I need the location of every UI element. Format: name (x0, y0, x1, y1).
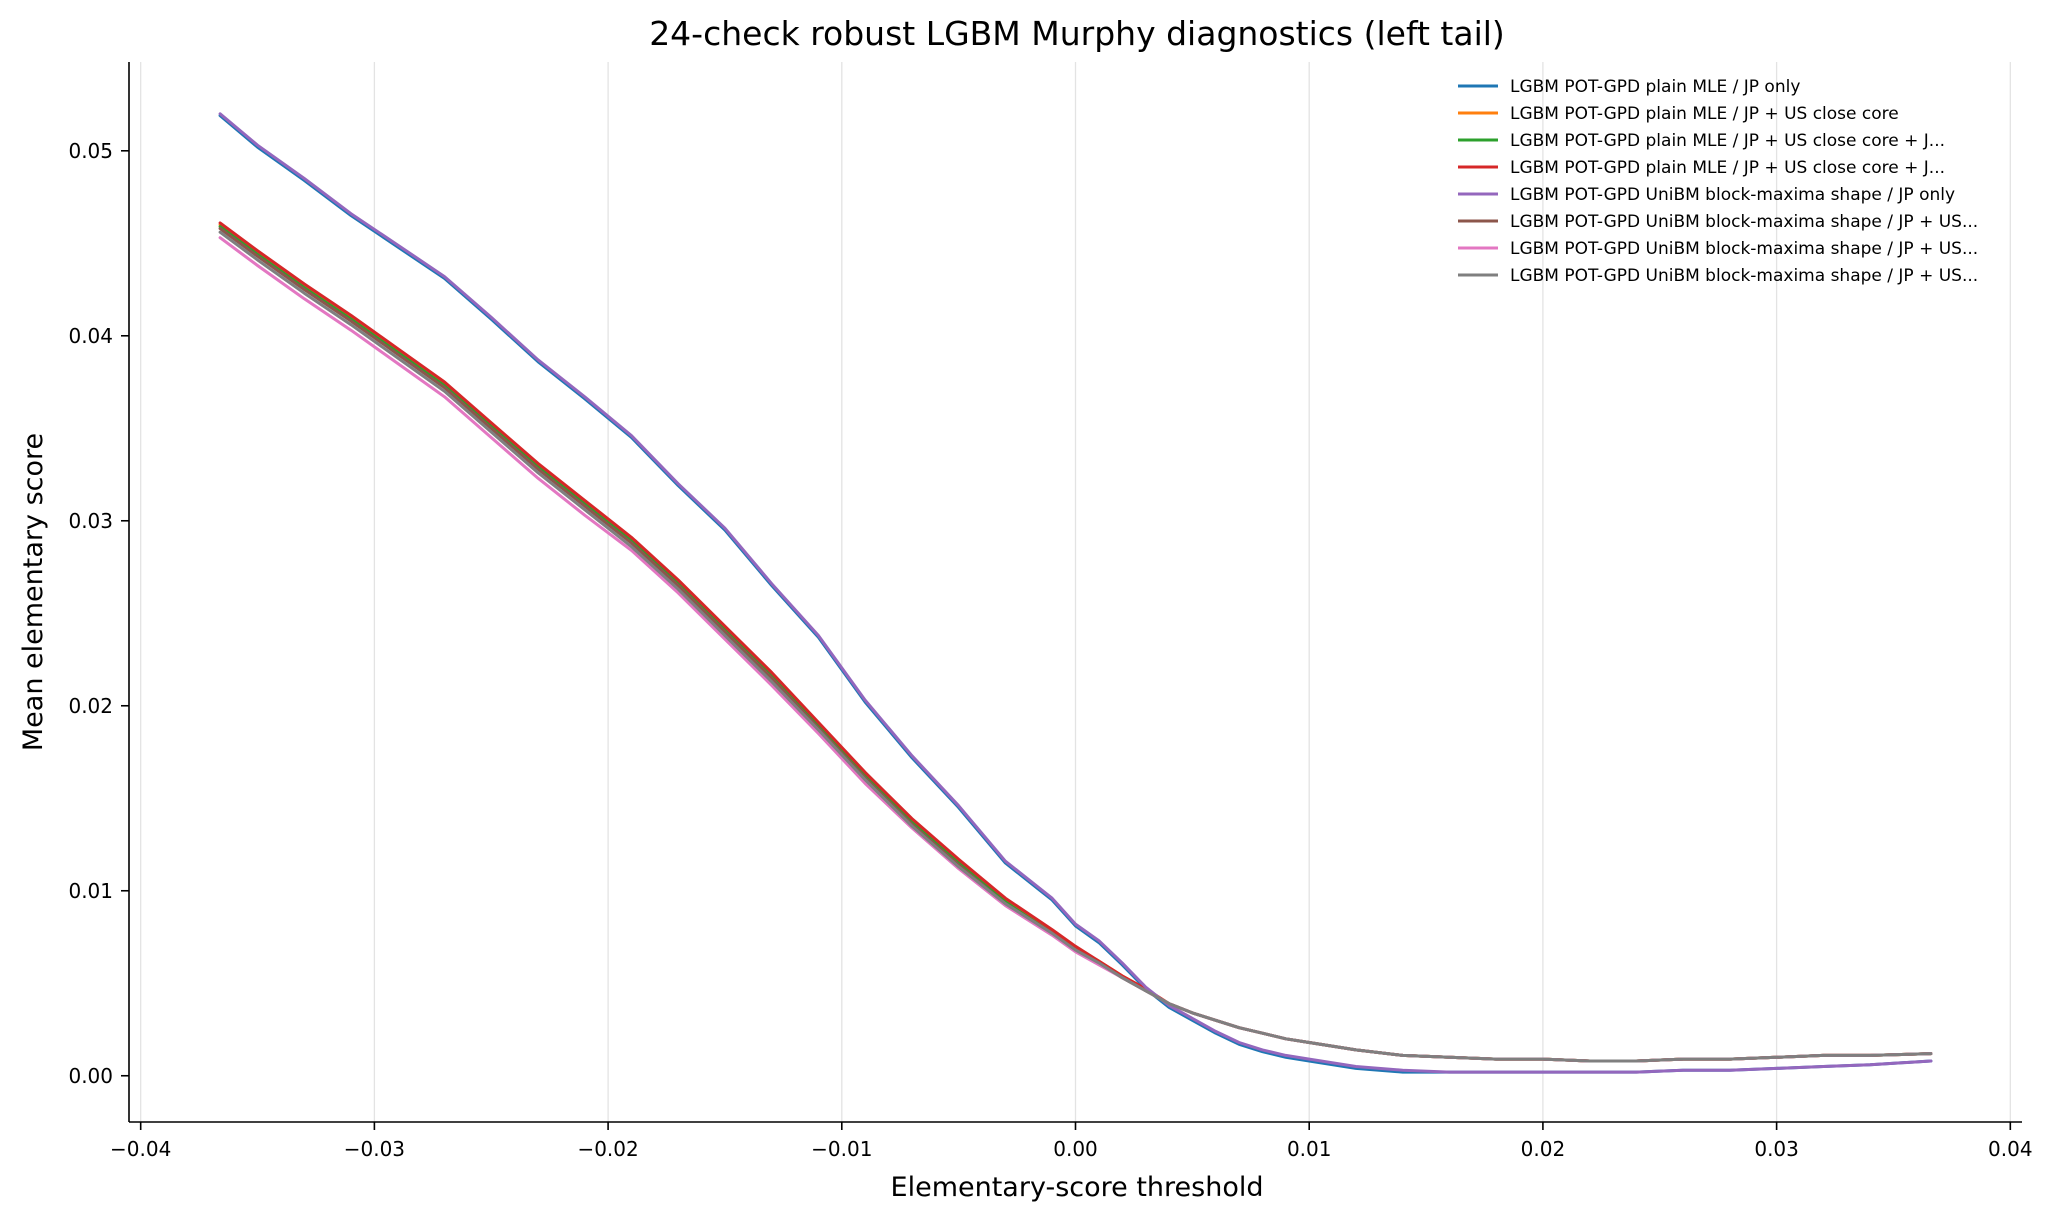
legend-label: LGBM POT-GPD UniBM block-maxima shape / … (1510, 185, 1955, 205)
grid-lines (140, 62, 2011, 1122)
y-tick-label: 0.04 (68, 324, 113, 348)
legend-label: LGBM POT-GPD plain MLE / JP + US close c… (1510, 104, 1899, 124)
x-tick-label: 0.01 (1287, 1137, 1332, 1161)
series-line-8 (218, 230, 1933, 1063)
x-axis-ticks: −0.04 −0.03 −0.02 −0.01 0.00 0.01 0.02 0.03 0.04 (110, 1122, 2033, 1161)
x-tick-label: 0.04 (1988, 1137, 2033, 1161)
y-tick-label: 0.00 (68, 1064, 113, 1088)
series-lines (218, 112, 1933, 1074)
y-tick-label: 0.01 (68, 879, 113, 903)
series-line-5 (218, 112, 1933, 1074)
x-tick-label: −0.02 (577, 1137, 638, 1161)
x-axis-title: Elementary-score threshold (891, 1172, 1264, 1203)
y-axis-title: Mean elementary score (18, 433, 49, 751)
legend-label: LGBM POT-GPD plain MLE / JP only (1510, 77, 1800, 97)
x-tick-label: −0.03 (344, 1137, 405, 1161)
y-tick-label: 0.02 (68, 694, 113, 718)
x-tick-label: −0.01 (811, 1137, 872, 1161)
x-tick-label: 0.03 (1754, 1137, 1799, 1161)
legend-label: LGBM POT-GPD plain MLE / JP + US close c… (1510, 131, 1945, 151)
x-tick-label: −0.04 (110, 1137, 171, 1161)
legend-label: LGBM POT-GPD UniBM block-maxima shape / … (1510, 239, 1978, 259)
chart-title: 24-check robust LGBM Murphy diagnostics … (649, 14, 1505, 53)
legend-label: LGBM POT-GPD plain MLE / JP + US close c… (1510, 158, 1945, 178)
y-axis-ticks: 0.00 0.01 0.02 0.03 0.04 0.05 (68, 139, 129, 1088)
legend-label: LGBM POT-GPD UniBM block-maxima shape / … (1510, 212, 1978, 232)
legend-label: LGBM POT-GPD UniBM block-maxima shape / … (1510, 266, 1978, 286)
y-tick-label: 0.05 (68, 139, 113, 163)
legend: LGBM POT-GPD plain MLE / JP only LGBM POT… (1458, 77, 1978, 286)
x-tick-label: 0.00 (1053, 1137, 1098, 1161)
y-tick-label: 0.03 (68, 509, 113, 533)
x-tick-label: 0.02 (1521, 1137, 1566, 1161)
